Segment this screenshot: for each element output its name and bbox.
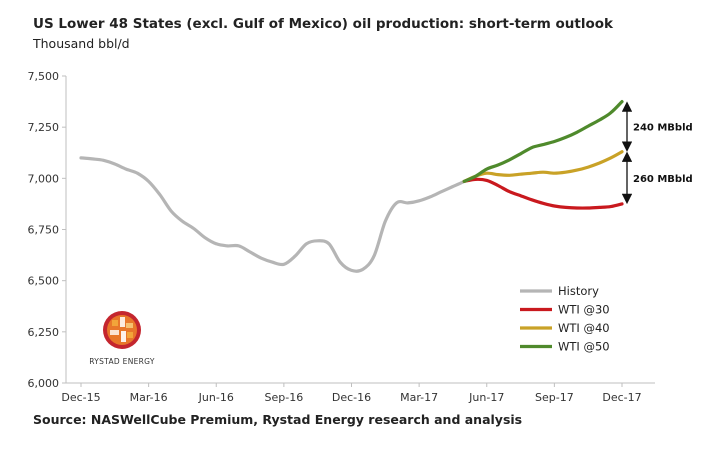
logo-block-icon [121,331,126,342]
logo-block-icon [126,323,133,328]
y-tick-label: 6,750 [28,224,60,237]
x-tick-label: Jun-17 [468,391,504,404]
chart-subtitle: Thousand bbl/d [33,36,130,51]
logo-block-icon [110,330,119,335]
series-line-wti-30 [462,177,624,210]
axes: 6,000 6,250 6,500 6,750 7,000 7,250 7,500 Dec-1… [28,70,655,404]
series-line-wti-40 [462,150,624,183]
x-tick-label: Dec-17 [602,391,641,404]
logo-text: RYSTAD ENERGY [89,357,155,366]
x-tick-label: Mar-17 [400,391,438,404]
x-tick-label: Sep-16 [265,391,304,404]
annotation-label: 240 MBbld [633,123,693,134]
x-tick-label: Dec-16 [332,391,371,404]
x-tick-label: Dec-15 [61,391,100,404]
x-tick-label: Mar-16 [130,391,168,404]
legend-label: WTI @40 [558,321,610,335]
legend-label: WTI @30 [558,303,610,317]
legend-label: History [558,284,599,298]
logo-block-icon [127,332,133,338]
y-tick-label: 6,250 [28,326,60,339]
x-tick-label: Sep-17 [535,391,574,404]
y-tick-label: 7,000 [28,172,60,185]
annotations: 240 MBbld 260 MBbld [621,101,693,205]
logo-block-icon [120,317,125,327]
legend: History WTI @30 WTI @40 WTI @50 [520,284,610,354]
y-tick-label: 7,250 [28,121,60,134]
series-lines [79,100,624,273]
x-tick-label: Jun-16 [198,391,234,404]
series-line-history [79,156,466,273]
y-tick-label: 6,000 [28,377,60,390]
annotation-label: 260 MBbld [633,174,693,185]
y-tick-label: 7,500 [28,70,60,83]
chart-title: US Lower 48 States (excl. Gulf of Mexico… [33,16,613,32]
logo-block-icon [112,320,118,326]
series-line-wti-50 [462,100,624,183]
y-tick-label: 6,500 [28,275,60,288]
source-note: Source: NASWellCube Premium, Rystad Ener… [33,412,523,427]
rystad-logo: RYSTAD ENERGY [89,311,155,366]
legend-label: WTI @50 [558,340,610,354]
